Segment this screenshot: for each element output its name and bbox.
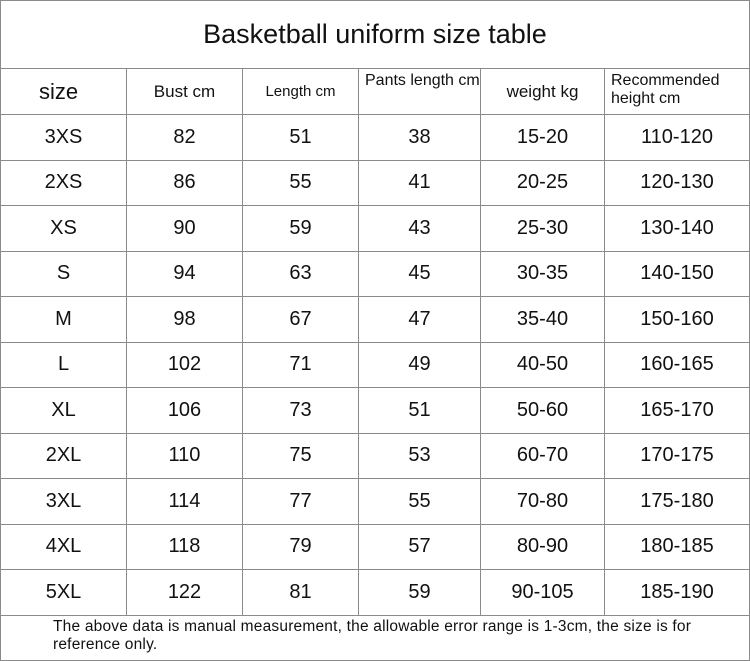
table-cell: 20-25 [481,160,605,206]
column-header: Pants length cm [359,69,481,115]
table-cell: 120-130 [605,161,749,206]
table-cell: 73 [243,388,359,434]
table-cell: 40-50 [481,342,605,388]
column-header: Recommended height cm [605,69,749,115]
table-cell: 75 [243,433,359,479]
size-cell: 3XS [1,115,127,161]
table-grid: size Bust cm Length cm Pants length cm weigh… [1,69,749,616]
table-cell: 55 [359,479,481,525]
table-cell: 59 [359,570,481,616]
column-header: size [1,69,127,115]
table-cell: 41 [359,160,481,206]
table-cell: 130-140 [605,206,749,252]
size-cell: 5XL [1,570,127,616]
table-cell: 59 [243,206,359,252]
table-cell: 38 [359,115,481,161]
table-cell: 170-175 [605,434,749,479]
size-cell: 3XL [1,479,127,525]
size-cell: XL [1,388,127,434]
table-cell: 71 [243,342,359,388]
table-cell: 180-185 [605,525,749,570]
size-cell: 4XL [1,524,127,570]
table-cell: 110-120 [605,115,749,161]
table-cell: 49 [359,342,481,388]
table-cell: 55 [243,160,359,206]
table-cell: 53 [359,433,481,479]
table-cell: 86 [127,160,243,206]
table-cell: 90 [127,206,243,252]
table-cell: 140-150 [605,252,749,297]
table-cell: 102 [127,342,243,388]
table-cell: 94 [127,251,243,297]
table-cell: 50-60 [481,388,605,434]
table-cell: 35-40 [481,297,605,343]
size-cell: XS [1,206,127,252]
table-cell: 25-30 [481,206,605,252]
table-cell: 98 [127,297,243,343]
size-cell: 2XL [1,433,127,479]
table-cell: 80-90 [481,524,605,570]
table-cell: 15-20 [481,115,605,161]
column-header: Bust cm [127,69,243,115]
table-cell: 51 [359,388,481,434]
table-cell: 165-170 [605,388,749,434]
table-cell: 160-165 [605,343,749,388]
size-cell: 2XS [1,160,127,206]
column-header: weight kg [481,69,605,115]
table-cell: 30-35 [481,251,605,297]
footnote: The above data is manual measurement, th… [53,618,692,653]
size-cell: M [1,297,127,343]
table-cell: 57 [359,524,481,570]
table-cell: 82 [127,115,243,161]
column-header: Length cm [243,69,359,115]
table-cell: 185-190 [605,570,749,616]
table-cell: 43 [359,206,481,252]
table-cell: 51 [243,115,359,161]
table-cell: 77 [243,479,359,525]
table-cell: 45 [359,251,481,297]
table-cell: 60-70 [481,433,605,479]
table-cell: 106 [127,388,243,434]
table-cell: 81 [243,570,359,616]
table-cell: 63 [243,251,359,297]
table-cell: 122 [127,570,243,616]
table-cell: 175-180 [605,479,749,525]
table-cell: 114 [127,479,243,525]
size-cell: L [1,342,127,388]
table-cell: 150-160 [605,297,749,343]
table-cell: 67 [243,297,359,343]
table-cell: 110 [127,433,243,479]
table-cell: 118 [127,524,243,570]
table-cell: 90-105 [481,570,605,616]
table-cell: 70-80 [481,479,605,525]
size-cell: S [1,251,127,297]
table-cell: 47 [359,297,481,343]
table-title: Basketball uniform size table [1,1,749,69]
table-cell: 79 [243,524,359,570]
